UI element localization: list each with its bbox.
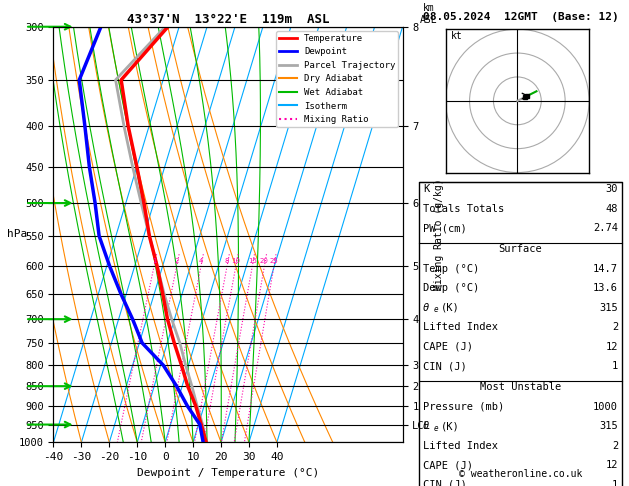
Text: 12: 12 xyxy=(606,460,618,470)
Title: 43°37'N  13°22'E  119m  ASL: 43°37'N 13°22'E 119m ASL xyxy=(127,13,329,26)
Text: 1: 1 xyxy=(612,480,618,486)
Text: CAPE (J): CAPE (J) xyxy=(423,460,473,470)
Text: 1: 1 xyxy=(152,258,157,264)
Text: Most Unstable: Most Unstable xyxy=(480,382,561,393)
Text: 08.05.2024  12GMT  (Base: 12): 08.05.2024 12GMT (Base: 12) xyxy=(423,12,618,22)
Text: CAPE (J): CAPE (J) xyxy=(423,342,473,352)
X-axis label: Dewpoint / Temperature (°C): Dewpoint / Temperature (°C) xyxy=(137,468,319,478)
Text: K: K xyxy=(423,184,429,194)
Text: (K): (K) xyxy=(442,303,460,313)
Y-axis label: Mixing Ratio (g/kg): Mixing Ratio (g/kg) xyxy=(434,179,444,290)
Text: 2: 2 xyxy=(174,258,179,264)
Text: e: e xyxy=(434,305,438,314)
Text: 2.74: 2.74 xyxy=(593,223,618,233)
Text: kt: kt xyxy=(450,31,462,41)
Text: Dewp (°C): Dewp (°C) xyxy=(423,283,479,294)
Text: e: e xyxy=(434,424,438,433)
Text: Lifted Index: Lifted Index xyxy=(423,441,498,451)
Text: 15: 15 xyxy=(248,258,257,264)
Text: Totals Totals: Totals Totals xyxy=(423,204,504,214)
Text: hPa: hPa xyxy=(7,229,27,240)
Text: (K): (K) xyxy=(442,421,460,432)
Text: 10: 10 xyxy=(231,258,240,264)
Text: CIN (J): CIN (J) xyxy=(423,361,467,371)
Text: PW (cm): PW (cm) xyxy=(423,223,467,233)
Text: θ: θ xyxy=(423,303,429,313)
Bar xyxy=(418,182,623,486)
Text: 8: 8 xyxy=(225,258,230,264)
Text: Pressure (mb): Pressure (mb) xyxy=(423,402,504,412)
Text: 2: 2 xyxy=(612,322,618,332)
Text: Lifted Index: Lifted Index xyxy=(423,322,498,332)
Text: Temp (°C): Temp (°C) xyxy=(423,264,479,274)
Text: 12: 12 xyxy=(606,342,618,352)
Text: km
ASL: km ASL xyxy=(420,3,438,25)
Legend: Temperature, Dewpoint, Parcel Trajectory, Dry Adiabat, Wet Adiabat, Isotherm, Mi: Temperature, Dewpoint, Parcel Trajectory… xyxy=(276,31,398,127)
Text: 315: 315 xyxy=(599,303,618,313)
Text: 25: 25 xyxy=(270,258,279,264)
Text: 13.6: 13.6 xyxy=(593,283,618,294)
Text: 30: 30 xyxy=(606,184,618,194)
Text: 2: 2 xyxy=(612,441,618,451)
Text: 48: 48 xyxy=(606,204,618,214)
Text: 20: 20 xyxy=(260,258,269,264)
Text: Surface: Surface xyxy=(499,244,542,255)
Text: 14.7: 14.7 xyxy=(593,264,618,274)
Text: © weatheronline.co.uk: © weatheronline.co.uk xyxy=(459,469,582,479)
Text: θ: θ xyxy=(423,421,429,432)
Text: 4: 4 xyxy=(199,258,203,264)
Text: 1: 1 xyxy=(612,361,618,371)
Text: 315: 315 xyxy=(599,421,618,432)
Text: CIN (J): CIN (J) xyxy=(423,480,467,486)
Text: 1000: 1000 xyxy=(593,402,618,412)
